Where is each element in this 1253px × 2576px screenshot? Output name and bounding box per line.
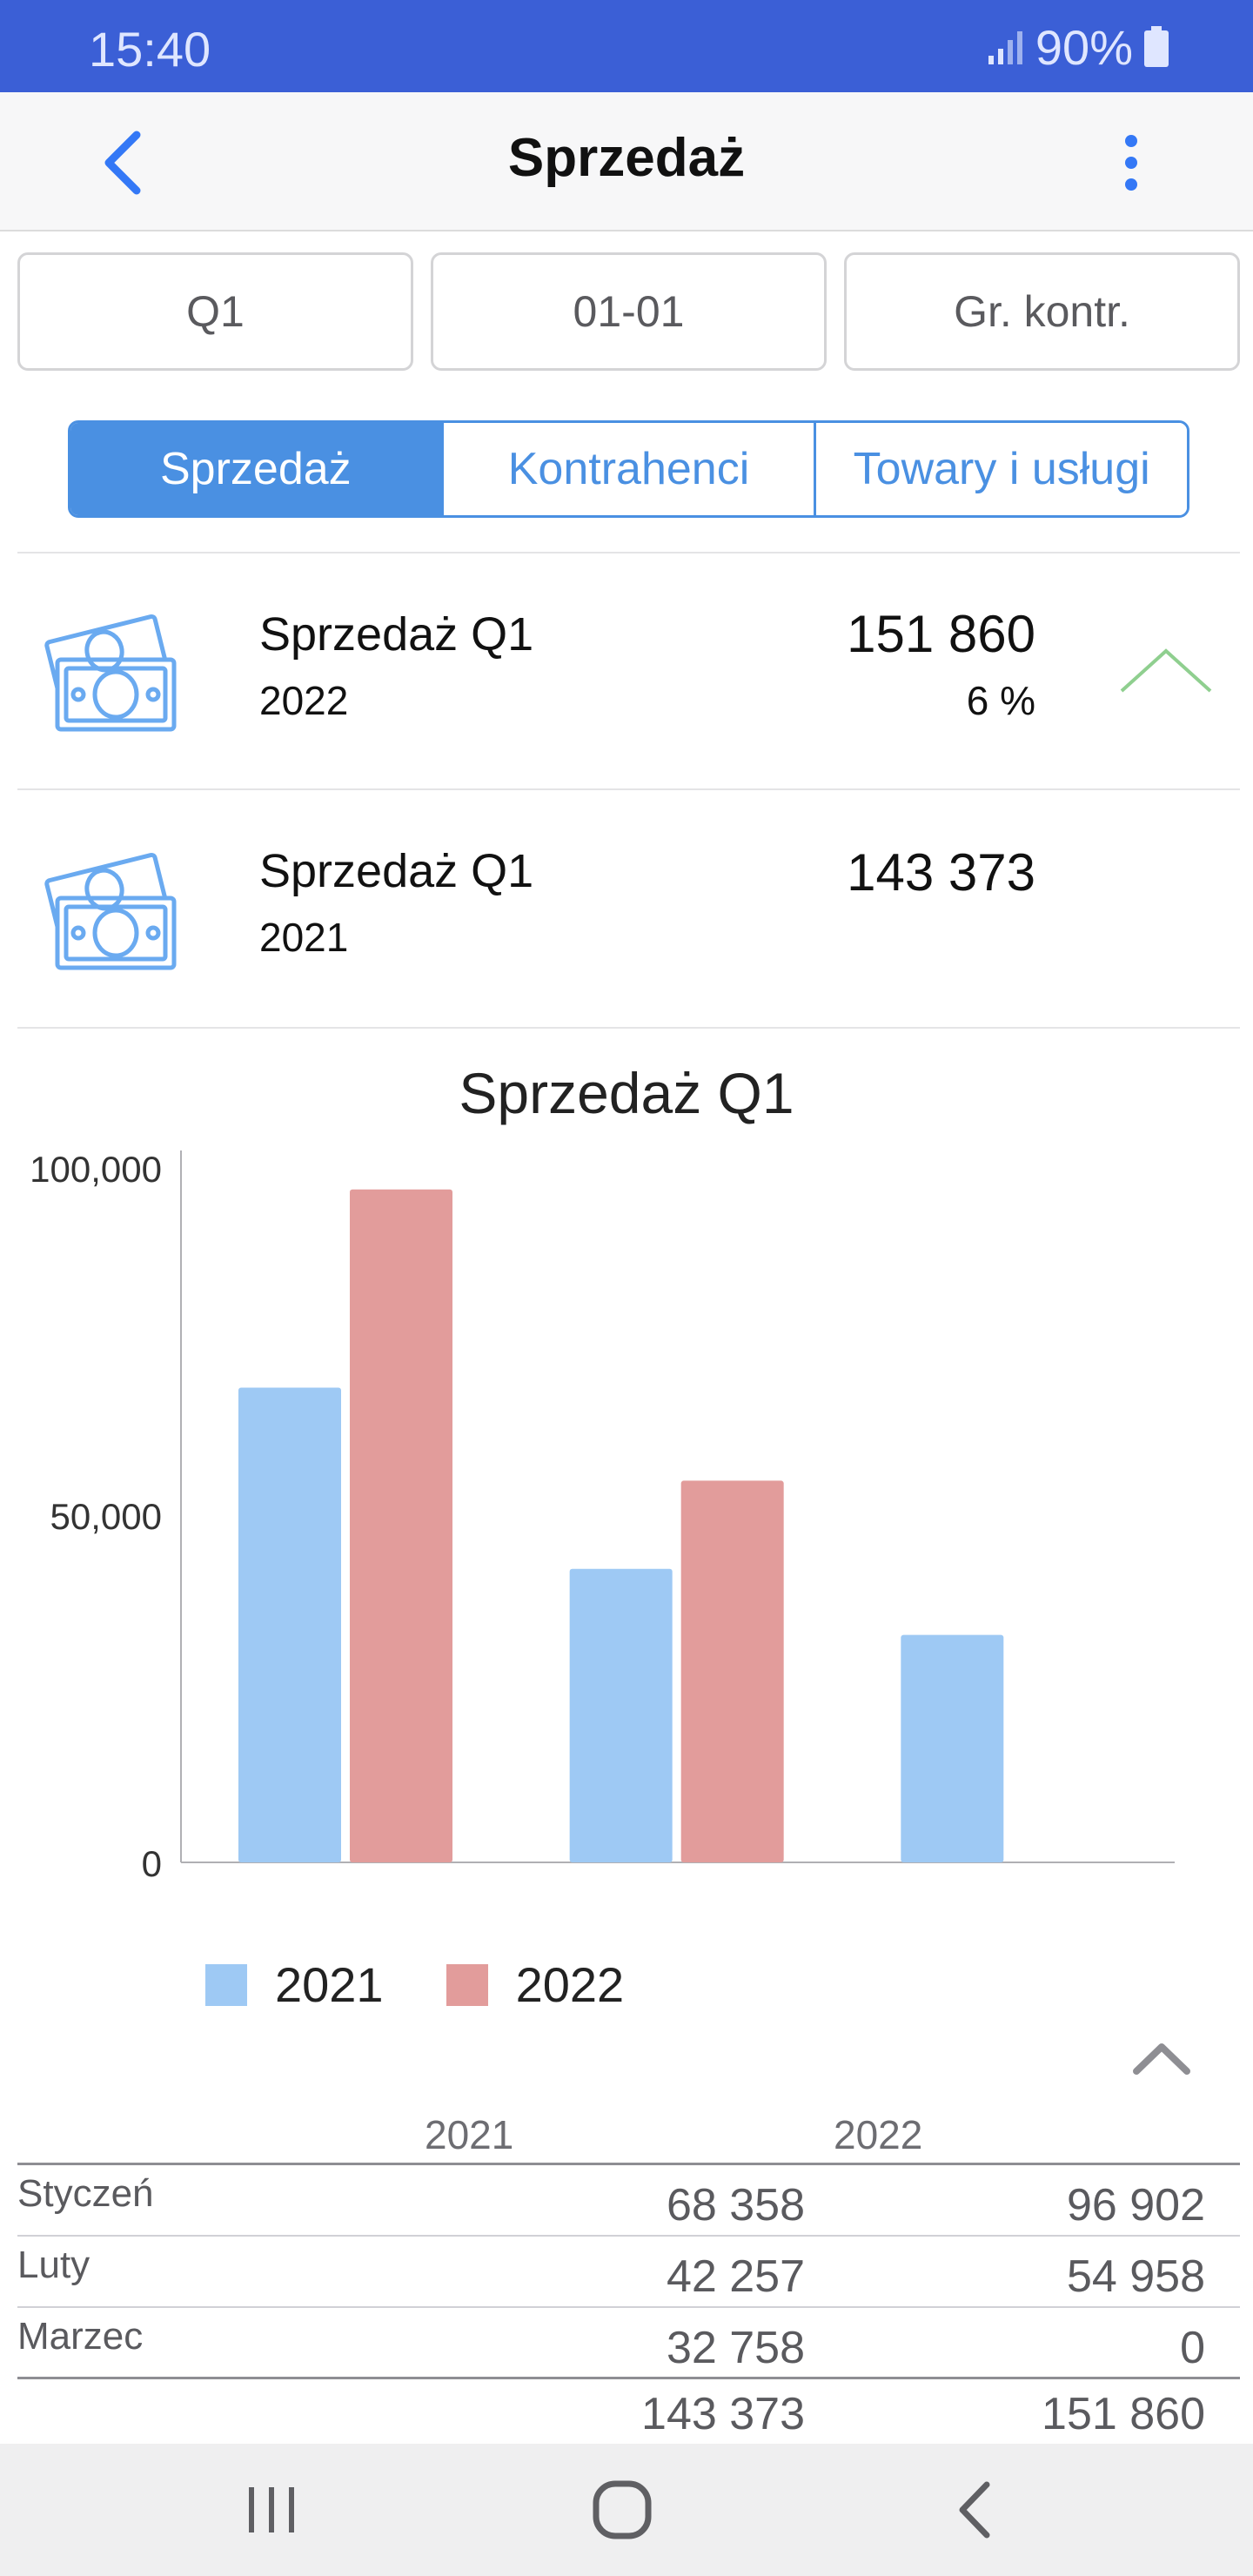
back-arrow-icon (959, 2481, 990, 2539)
filter-bar: Q1 01-01 Gr. kontr. (17, 252, 1240, 371)
summary-row-2022[interactable]: Sprzedaż Q1 2022 151 860 6 % (17, 553, 1240, 790)
bar-2022-1 (680, 1480, 784, 1862)
page-title: Sprzedaż (507, 128, 746, 188)
summary-row-2021[interactable]: Sprzedaż Q1 2021 143 373 (17, 790, 1240, 1027)
total-value-2022: 151 860 (1042, 2389, 1205, 2439)
divider (17, 788, 1240, 790)
status-indicators: 90% (987, 19, 1169, 75)
legend-label-2022: 2022 (515, 1957, 625, 2012)
row-value-2021: 68 358 (666, 2180, 805, 2231)
money-icon (44, 614, 177, 732)
bar-2021-2 (901, 1634, 1004, 1862)
bar-chart: 0 50,000 100,000 (30, 1149, 1175, 1884)
row-value-2021: 32 758 (666, 2323, 805, 2373)
summary-title: Sprzedaż Q1 (259, 845, 534, 897)
battery-percent: 90% (1035, 19, 1133, 75)
back-button[interactable] (87, 124, 157, 202)
more-vertical-icon (1125, 135, 1137, 191)
row-value-2022: 0 (1180, 2323, 1205, 2373)
period-filter-button[interactable]: Q1 (17, 252, 413, 371)
chart-title: Sprzedaż Q1 (459, 1061, 794, 1125)
status-time: 15:40 (89, 22, 211, 77)
tab-goods-services[interactable]: Towary i usługi (814, 423, 1187, 515)
bar-2022-0 (350, 1189, 452, 1862)
table-total-row: 143 373 151 860 (17, 2379, 1240, 2449)
table-header: 2021 2022 (17, 2106, 1240, 2165)
date-filter-button[interactable]: 01-01 (431, 252, 827, 371)
legend-label-2021: 2021 (275, 1957, 384, 2012)
row-value-2021: 42 257 (666, 2251, 805, 2302)
chevron-up-icon (1133, 2043, 1190, 2075)
sales-table: 2021 2022 Styczeń 68 358 96 902 Luty 42 … (17, 2106, 1240, 2449)
money-icon (44, 852, 177, 970)
row-label: Styczeń (17, 2172, 154, 2215)
legend-item-2021[interactable]: 2021 (205, 1956, 384, 2013)
tab-bar: Sprzedaż Kontrahenci Towary i usługi (68, 420, 1189, 518)
row-label: Luty (17, 2244, 90, 2286)
legend-item-2022[interactable]: 2022 (446, 1956, 625, 2013)
contractor-group-filter-button[interactable]: Gr. kontr. (844, 252, 1240, 371)
summary-value: 143 373 (847, 843, 1035, 902)
table-row: Marzec 32 758 0 (17, 2308, 1240, 2379)
summary-value: 151 860 (847, 605, 1035, 663)
table-header-2021: 2021 (425, 2112, 514, 2157)
table-row: Styczeń 68 358 96 902 (17, 2165, 1240, 2237)
tab-sales[interactable]: Sprzedaż (70, 423, 441, 515)
chart-legend: 2021 2022 (205, 1956, 624, 2013)
tab-contractors[interactable]: Kontrahenci (440, 423, 814, 515)
signal-icon (988, 31, 1022, 64)
legend-swatch-2022 (446, 1963, 488, 2006)
recent-apps-button[interactable] (228, 2475, 315, 2545)
collapse-table-button[interactable] (1122, 2031, 1201, 2083)
divider (17, 1027, 1240, 1029)
row-value-2022: 96 902 (1066, 2180, 1205, 2231)
status-bar: 15:40 90% (0, 0, 1253, 92)
summary-year: 2022 (259, 678, 349, 723)
legend-swatch-2021 (205, 1963, 247, 2006)
bar-2021-0 (238, 1387, 341, 1862)
y-tick-label: 100,000 (30, 1149, 162, 1190)
system-nav-bar (0, 2444, 1253, 2576)
recent-apps-icon (249, 2487, 294, 2532)
y-tick-label: 50,000 (50, 1496, 162, 1537)
summary-title: Sprzedaż Q1 (259, 608, 534, 661)
trend-up-icon (1120, 648, 1212, 693)
y-tick-label: 0 (142, 1843, 162, 1884)
summary-year: 2021 (259, 915, 349, 960)
table-row: Luty 42 257 54 958 (17, 2237, 1240, 2308)
divider (17, 552, 1240, 553)
table-header-2022: 2022 (834, 2112, 923, 2157)
nav-bar: Sprzedaż (0, 92, 1253, 231)
battery-icon (1144, 26, 1169, 67)
home-button[interactable] (579, 2475, 666, 2545)
bar-2021-1 (569, 1568, 673, 1862)
row-value-2022: 54 958 (1066, 2251, 1205, 2302)
more-button[interactable] (1096, 124, 1166, 202)
chevron-left-icon (104, 131, 141, 195)
total-value-2021: 143 373 (641, 2389, 805, 2439)
system-back-button[interactable] (931, 2475, 1018, 2545)
home-icon (593, 2480, 652, 2539)
row-label: Marzec (17, 2315, 144, 2358)
summary-percent: 6 % (966, 678, 1035, 723)
